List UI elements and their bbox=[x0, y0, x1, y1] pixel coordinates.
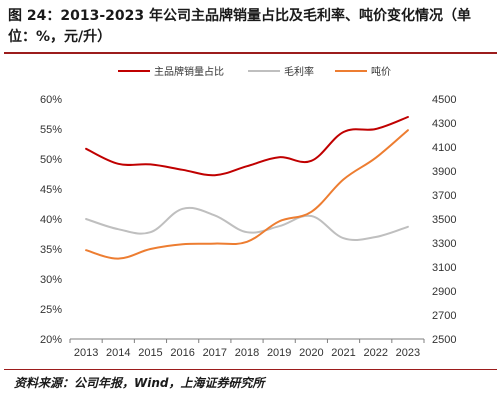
y-right-tick-label: 3300 bbox=[432, 238, 456, 250]
x-tick-label: 2013 bbox=[74, 347, 98, 359]
y-right-tick-label: 3500 bbox=[432, 214, 456, 226]
chart-lines bbox=[85, 116, 409, 260]
x-tick-label: 2019 bbox=[267, 347, 291, 359]
y-right-tick-label: 4500 bbox=[432, 94, 456, 106]
y-right-tick-label: 4100 bbox=[432, 142, 456, 154]
y-right-tick-label: 3900 bbox=[432, 166, 456, 178]
x-tick-label: 2022 bbox=[363, 347, 387, 359]
legend-label: 毛利率 bbox=[284, 65, 314, 78]
y-left-tick-label: 45% bbox=[40, 184, 62, 196]
y-left-tick-label: 35% bbox=[40, 244, 62, 256]
y-right-tick-label: 2700 bbox=[432, 310, 456, 322]
y-right-tick-label: 2900 bbox=[432, 286, 456, 298]
title-divider bbox=[4, 52, 497, 54]
x-tick-label: 2014 bbox=[106, 347, 130, 359]
x-tick-label: 2017 bbox=[203, 347, 227, 359]
y-left-tick-label: 20% bbox=[40, 334, 62, 346]
legend-label: 主品牌销量占比 bbox=[154, 65, 224, 78]
x-tick-label: 2016 bbox=[170, 347, 194, 359]
x-tick-label: 2023 bbox=[396, 347, 420, 359]
source-divider bbox=[4, 369, 497, 370]
series-line bbox=[85, 116, 409, 177]
series-line bbox=[85, 129, 409, 260]
series-line bbox=[85, 206, 409, 242]
y-left-tick-label: 25% bbox=[40, 304, 62, 316]
y-right-tick-label: 2500 bbox=[432, 334, 456, 346]
x-tick-label: 2020 bbox=[299, 347, 323, 359]
y-left-tick-label: 55% bbox=[40, 124, 62, 136]
x-tick-label: 2021 bbox=[331, 347, 355, 359]
y-left-tick-label: 40% bbox=[40, 214, 62, 226]
chart-axes: 2013 2014 2015 2016 2017 2018 2019 2020 2021 2022… bbox=[40, 94, 457, 359]
legend-label: 吨价 bbox=[371, 65, 391, 78]
y-right-tick-label: 4300 bbox=[432, 118, 456, 130]
y-right-tick-label: 3700 bbox=[432, 190, 456, 202]
x-tick-label: 2018 bbox=[235, 347, 259, 359]
y-left-tick-label: 50% bbox=[40, 154, 62, 166]
y-left-tick-label: 30% bbox=[40, 274, 62, 286]
source-note: 资料来源：公司年报，Wind，上海证券研究所 bbox=[14, 376, 265, 390]
figure-title: 图 24：2013-2023 年公司主品牌销量占比及毛利率、吨价变化情况（单位：… bbox=[8, 8, 471, 45]
y-left-tick-label: 60% bbox=[40, 94, 62, 106]
legend: 主品牌销量占比 毛利率 吨价 bbox=[118, 65, 391, 78]
x-tick-label: 2015 bbox=[138, 347, 162, 359]
y-right-tick-label: 3100 bbox=[432, 262, 456, 274]
